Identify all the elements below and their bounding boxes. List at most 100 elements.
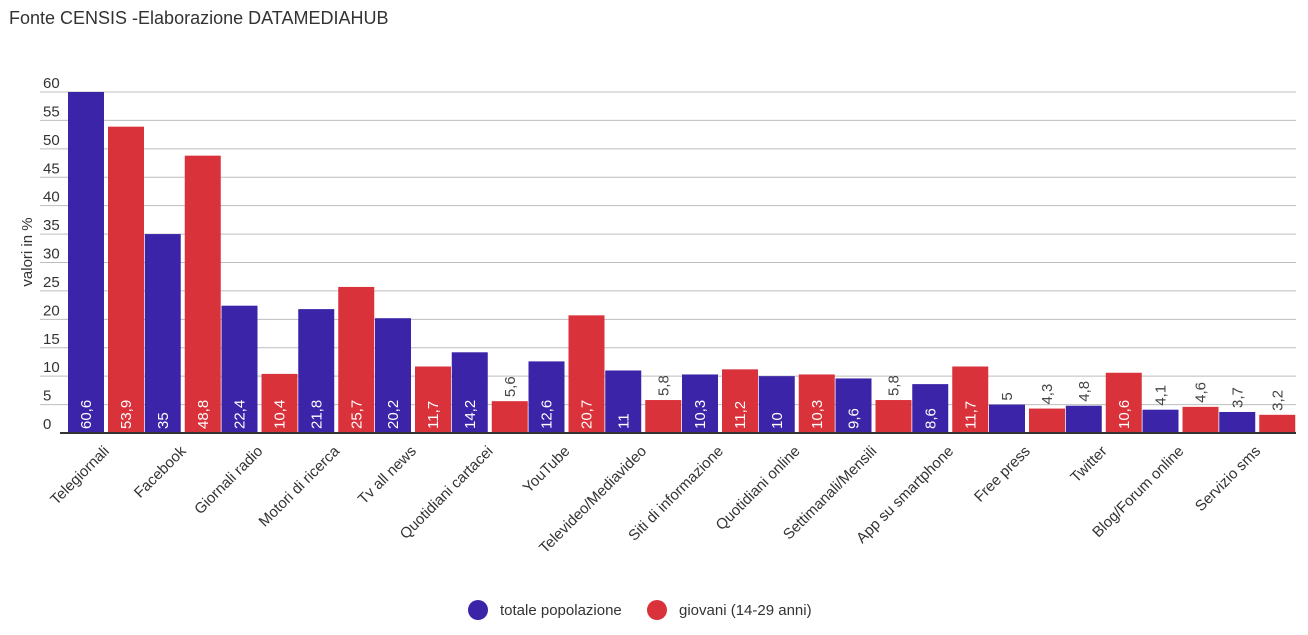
data-label: 48,8 bbox=[195, 400, 212, 429]
y-tick-label: 10 bbox=[43, 359, 60, 376]
y-tick-label: 35 bbox=[43, 217, 60, 234]
data-label: 11,7 bbox=[962, 401, 979, 429]
x-tick-label: Giornali radio bbox=[191, 443, 266, 518]
x-tick-label: Motori di ricerca bbox=[256, 442, 344, 530]
y-tick-label: 5 bbox=[43, 388, 51, 405]
legend: totale popolazione giovani (14-29 anni) bbox=[0, 600, 1308, 624]
data-label: 10,4 bbox=[272, 400, 289, 429]
bar-chart: 0 5 10 15 20 25 30 35 40 45 50 55 60 60,6 53,9 35 48,8 2… bbox=[19, 75, 1296, 557]
y-tick-label: 15 bbox=[43, 331, 60, 348]
bar-Twitter-0[interactable] bbox=[1065, 405, 1102, 433]
data-label: 10,6 bbox=[1116, 400, 1133, 429]
data-label: 20,2 bbox=[385, 400, 402, 429]
data-label: 5,8 bbox=[886, 375, 903, 396]
bar-Tv all news-0[interactable] bbox=[375, 318, 411, 433]
data-label: 12,6 bbox=[539, 400, 556, 429]
y-axis-label: valori in % bbox=[19, 217, 36, 286]
bar-Siti di informazione-0[interactable] bbox=[682, 374, 718, 433]
data-label: 5 bbox=[999, 392, 1016, 400]
x-tick-label: Tv all news bbox=[355, 443, 420, 508]
data-label: 22,4 bbox=[232, 400, 249, 429]
legend-item-totale-popolazione[interactable]: totale popolazione bbox=[468, 600, 622, 620]
x-tick-label: Free press bbox=[971, 443, 1034, 506]
bar-Settimanali/Mensili-0[interactable] bbox=[835, 378, 872, 433]
bar-App su smartphone-0[interactable] bbox=[912, 384, 949, 433]
bar-Telegiornali-0[interactable] bbox=[68, 92, 104, 433]
chart-title: Fonte CENSIS -Elaborazione DATAMEDIAHUB bbox=[9, 8, 389, 28]
data-label: 4,3 bbox=[1039, 384, 1056, 405]
bar-Giornali radio-1[interactable] bbox=[261, 373, 298, 433]
bar-Quotidiani online-1[interactable] bbox=[798, 374, 835, 433]
data-label: 9,6 bbox=[846, 408, 863, 429]
data-label: 11,7 bbox=[425, 401, 442, 429]
bar-Blog/Forum online-0[interactable] bbox=[1142, 409, 1179, 433]
data-label: 35 bbox=[155, 412, 172, 429]
bar-YouTube-0[interactable] bbox=[528, 361, 565, 433]
data-label: 60,6 bbox=[78, 400, 95, 429]
data-label: 20,7 bbox=[579, 400, 596, 429]
bar-Blog/Forum online-1[interactable] bbox=[1182, 406, 1219, 433]
y-tick-label: 55 bbox=[43, 103, 60, 120]
data-label: 11,2 bbox=[732, 401, 749, 429]
x-tick-label: Telegiornali bbox=[47, 443, 113, 509]
data-label: 11 bbox=[615, 413, 632, 429]
y-tick-label: 40 bbox=[43, 189, 60, 206]
x-axis-labels: Telegiornali Facebook Giornali radioMotori… bbox=[47, 442, 1264, 556]
data-label: 21,8 bbox=[308, 400, 325, 429]
y-axis-ticks: 0 5 10 15 20 25 30 35 40 45 50 55 60 bbox=[43, 75, 60, 433]
data-label: 14,2 bbox=[462, 400, 479, 429]
bar-Quotidiani cartacei-1[interactable] bbox=[491, 401, 528, 433]
data-label: 4,6 bbox=[1193, 382, 1210, 403]
y-tick-label: 45 bbox=[43, 160, 60, 177]
bar-App su smartphone-1[interactable] bbox=[952, 366, 989, 433]
y-tick-label: 0 bbox=[43, 416, 51, 433]
y-tick-label: 50 bbox=[43, 132, 60, 149]
bar-Telegiornali-1[interactable] bbox=[108, 126, 144, 433]
data-label: 10,3 bbox=[692, 400, 709, 429]
bar-Quotidiani online-0[interactable] bbox=[758, 376, 795, 433]
data-label: 3,2 bbox=[1269, 390, 1286, 411]
x-tick-label: Twitter bbox=[1067, 443, 1110, 486]
data-label: 25,7 bbox=[348, 400, 365, 429]
bar-Giornali radio-0[interactable] bbox=[221, 305, 258, 433]
y-tick-label: 60 bbox=[43, 75, 60, 92]
bars bbox=[68, 92, 1296, 434]
bar-Televideo/Mediavideo-1[interactable] bbox=[645, 400, 682, 433]
value-labels: 60,6 53,9 35 48,8 22,4 10,4 21,8 25,7 20,2 11,7 14… bbox=[78, 375, 1286, 429]
bar-Tv all news-1[interactable] bbox=[415, 366, 451, 433]
x-tick-label: YouTube bbox=[520, 443, 574, 497]
data-label: 4,8 bbox=[1076, 381, 1093, 402]
bar-Televideo/Mediavideo-0[interactable] bbox=[605, 370, 642, 433]
x-tick-label: Facebook bbox=[131, 442, 190, 501]
legend-swatch bbox=[468, 600, 488, 620]
bar-Free press-1[interactable] bbox=[1029, 408, 1065, 433]
legend-swatch bbox=[647, 600, 667, 620]
bar-YouTube-1[interactable] bbox=[568, 315, 605, 433]
bar-Free press-0[interactable] bbox=[989, 404, 1025, 433]
y-tick-label: 30 bbox=[43, 246, 60, 263]
bar-Facebook-0[interactable] bbox=[144, 234, 181, 433]
bar-Motori di ricerca-1[interactable] bbox=[338, 286, 375, 433]
data-label: 4,1 bbox=[1153, 385, 1170, 406]
data-label: 53,9 bbox=[118, 400, 135, 429]
y-tick-label: 25 bbox=[43, 274, 60, 291]
legend-item-giovani[interactable]: giovani (14-29 anni) bbox=[647, 600, 812, 620]
bar-Siti di informazione-1[interactable] bbox=[722, 369, 758, 433]
data-label: 8,6 bbox=[922, 408, 939, 429]
bar-Servizio sms-1[interactable] bbox=[1259, 414, 1296, 433]
legend-label: totale popolazione bbox=[500, 601, 622, 619]
bar-Facebook-1[interactable] bbox=[184, 155, 221, 434]
data-label: 10,3 bbox=[809, 400, 826, 429]
data-label: 5,8 bbox=[655, 375, 672, 396]
x-tick-label: Servizio sms bbox=[1192, 443, 1264, 515]
bar-Servizio sms-0[interactable] bbox=[1219, 411, 1256, 433]
bar-Motori di ricerca-0[interactable] bbox=[298, 309, 335, 433]
bar-Quotidiani cartacei-0[interactable] bbox=[451, 352, 488, 433]
data-label: 5,6 bbox=[502, 376, 519, 397]
legend-label: giovani (14-29 anni) bbox=[679, 601, 812, 619]
data-label: 3,7 bbox=[1229, 387, 1246, 408]
bar-Twitter-1[interactable] bbox=[1105, 372, 1142, 433]
bar-Settimanali/Mensili-1[interactable] bbox=[875, 400, 912, 433]
y-tick-label: 20 bbox=[43, 302, 60, 319]
data-label: 10 bbox=[769, 412, 786, 429]
